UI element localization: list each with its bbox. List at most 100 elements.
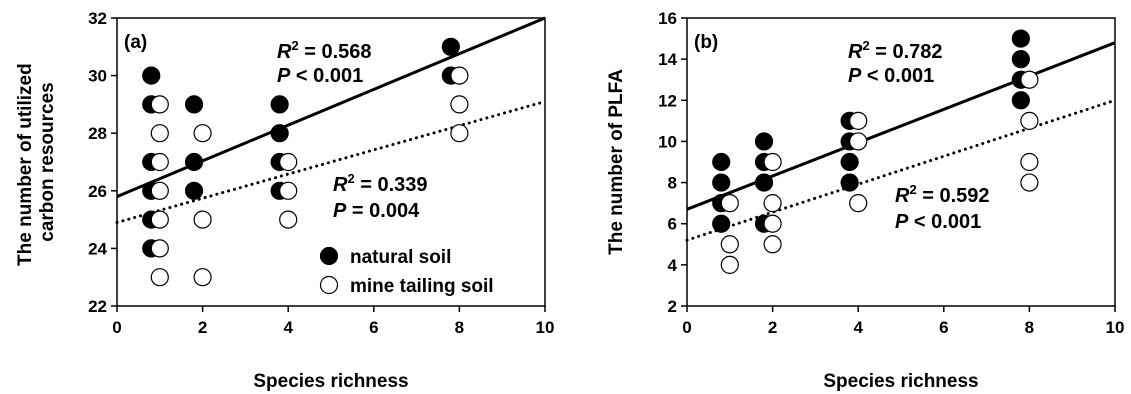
panel-a-point-natural-soil (270, 95, 289, 114)
panel-b-point-natural-soil (712, 173, 731, 192)
panel-b-y-tick-label: 2 (668, 297, 677, 316)
panel-a-y-ticks: 22 24 26 28 30 32 (88, 9, 117, 316)
panel-a-points (142, 37, 469, 287)
panel-a-y-axis-title-line-1: The number of utilized (15, 63, 36, 266)
panel-b-y-tick-label: 8 (668, 174, 677, 193)
panel-b-x-tick-label: 6 (939, 318, 948, 337)
panel-b-fit-line-mine-tailing-soil (685, 98, 1117, 242)
panel-b-point-natural-soil (754, 173, 774, 192)
panel-a-x-tick-label: 10 (536, 318, 555, 337)
panel-a-point-mine-tailing-soil (193, 268, 212, 287)
panel-a-natural-p: P < 0.001 (277, 65, 363, 87)
panel-b-x-tick-label: 4 (853, 318, 863, 337)
panel-b-mine-r2: R2 = 0.592 (895, 182, 990, 207)
panel-a-point-mine-tailing-soil (150, 268, 169, 287)
panel-b-point-mine-tailing-soil (763, 152, 782, 172)
panel-b-point-mine-tailing-soil (1020, 70, 1039, 89)
panel-a-point-natural-soil (184, 95, 204, 114)
panel-b-y-axis-title-line-1: The number of PLFA (606, 69, 627, 255)
panel-a-x-tick-label: 8 (455, 318, 464, 337)
panel-b-mine-p: P < 0.001 (895, 211, 981, 233)
legend-mine-tailing-soil-label: mine tailing soil (350, 276, 494, 297)
panel-a-x-tick-label: 0 (112, 318, 121, 337)
panel-a-x-tick-label: 4 (283, 318, 293, 337)
panel-a-point-mine-tailing-soil (279, 210, 298, 229)
panel-b-x-tick-label: 8 (1025, 318, 1034, 337)
panel-a-point-natural-soil (184, 181, 204, 200)
panel-a-point-mine-tailing-soil (450, 95, 469, 114)
panel-b-x-axis-title: Species richness (823, 371, 978, 392)
panel-b-point-natural-soil (712, 214, 731, 233)
panel-b-y-axis-title: The number of PLFA (606, 69, 627, 255)
panel-a-point-natural-soil (184, 152, 204, 172)
panel-b-points (712, 29, 1039, 274)
panel-a-point-mine-tailing-soil (150, 152, 169, 172)
panel-a-mine-p: P = 0.004 (333, 200, 420, 222)
panel-a-point-mine-tailing-soil (150, 239, 169, 258)
panel-a-y-tick-label: 30 (88, 67, 107, 86)
panel-b-point-mine-tailing-soil (720, 255, 739, 274)
legend: natural soil mine tailing soil (319, 246, 494, 297)
panel-a-x-ticks: 0 2 4 6 8 10 (112, 306, 554, 337)
panel-a-point-mine-tailing-soil (450, 124, 469, 143)
panel-a-point-mine-tailing-soil (279, 152, 298, 172)
panel-a-point-mine-tailing-soil (450, 66, 469, 85)
panel-b-x-tick-label: 0 (682, 318, 691, 337)
panel-b-point-natural-soil (840, 152, 859, 172)
panel-a-point-mine-tailing-soil (150, 181, 169, 200)
panel-b-point-mine-tailing-soil (1020, 152, 1039, 172)
panel-b-y-tick-label: 6 (668, 215, 677, 234)
panel-b-point-mine-tailing-soil (849, 194, 868, 213)
panel-b-point-mine-tailing-soil (849, 132, 868, 151)
panel-a-y-axis-title: The number of utilized carbon resources (15, 58, 58, 266)
panel-a-point-mine-tailing-soil (150, 95, 169, 114)
panel-b-natural-r2: R2 = 0.782 (848, 38, 943, 63)
panel-b-y-tick-label: 10 (658, 132, 677, 151)
panel-b-y-ticks: 2 4 6 8 10 12 14 16 (658, 9, 687, 316)
panel-b-point-mine-tailing-soil (720, 194, 739, 213)
panel-a-y-axis-title-line-2: carbon resources (37, 82, 58, 241)
panel-a-point-mine-tailing-soil (193, 124, 212, 143)
panel-b-y-tick-label: 4 (668, 256, 678, 275)
panel-b-point-natural-soil (1011, 29, 1030, 48)
panel-a-point-mine-tailing-soil (193, 210, 212, 229)
panel-a-y-tick-label: 32 (88, 9, 107, 28)
panel-a-x-tick-label: 6 (369, 318, 378, 337)
panel-b-point-natural-soil (754, 132, 774, 151)
panel-a-y-tick-label: 24 (88, 239, 107, 258)
legend-natural-soil-label: natural soil (350, 247, 451, 268)
panel-b-natural-p: P < 0.001 (848, 65, 934, 87)
panel-b-point-natural-soil (712, 152, 731, 172)
panel-b-point-natural-soil (1011, 91, 1030, 110)
legend-natural-soil-marker (319, 246, 339, 266)
panel-a-point-natural-soil (270, 124, 289, 143)
panel-a-natural-r2: R2 = 0.568 (277, 38, 372, 63)
panel-a-plot-frame (116, 17, 546, 307)
panel-a-y-tick-label: 22 (88, 297, 107, 316)
panel-a-point-natural-soil (441, 37, 460, 56)
panel-b-y-tick-label: 12 (658, 91, 677, 110)
panel-b-y-tick-label: 14 (658, 50, 677, 69)
panel-a-point-mine-tailing-soil (279, 181, 298, 200)
panel-a-x-tick-label: 2 (198, 318, 207, 337)
panel-a-mine-r2: R2 = 0.339 (333, 171, 428, 196)
panel-b-point-mine-tailing-soil (763, 214, 782, 233)
panel-a-fit-line-mine-tailing-soil (115, 100, 547, 224)
panel-b-x-tick-label: 2 (768, 318, 777, 337)
panel-b-point-natural-soil (1011, 50, 1030, 69)
panel-b-point-natural-soil (840, 173, 859, 192)
panel-a-label: (a) (124, 32, 147, 53)
panel-b-point-mine-tailing-soil (1020, 173, 1039, 192)
panel-b-point-mine-tailing-soil (1020, 111, 1039, 130)
panel-b-point-mine-tailing-soil (720, 235, 739, 254)
panel-b-plot-frame (686, 17, 1116, 307)
panel-a-y-tick-label: 26 (88, 182, 107, 201)
panel-a-point-mine-tailing-soil (150, 124, 169, 143)
panel-b-point-mine-tailing-soil (763, 194, 782, 213)
panel-b-x-ticks: 0 2 4 6 8 10 (682, 306, 1124, 337)
panel-b-point-mine-tailing-soil (849, 111, 868, 130)
panel-b-y-tick-label: 16 (658, 9, 677, 28)
